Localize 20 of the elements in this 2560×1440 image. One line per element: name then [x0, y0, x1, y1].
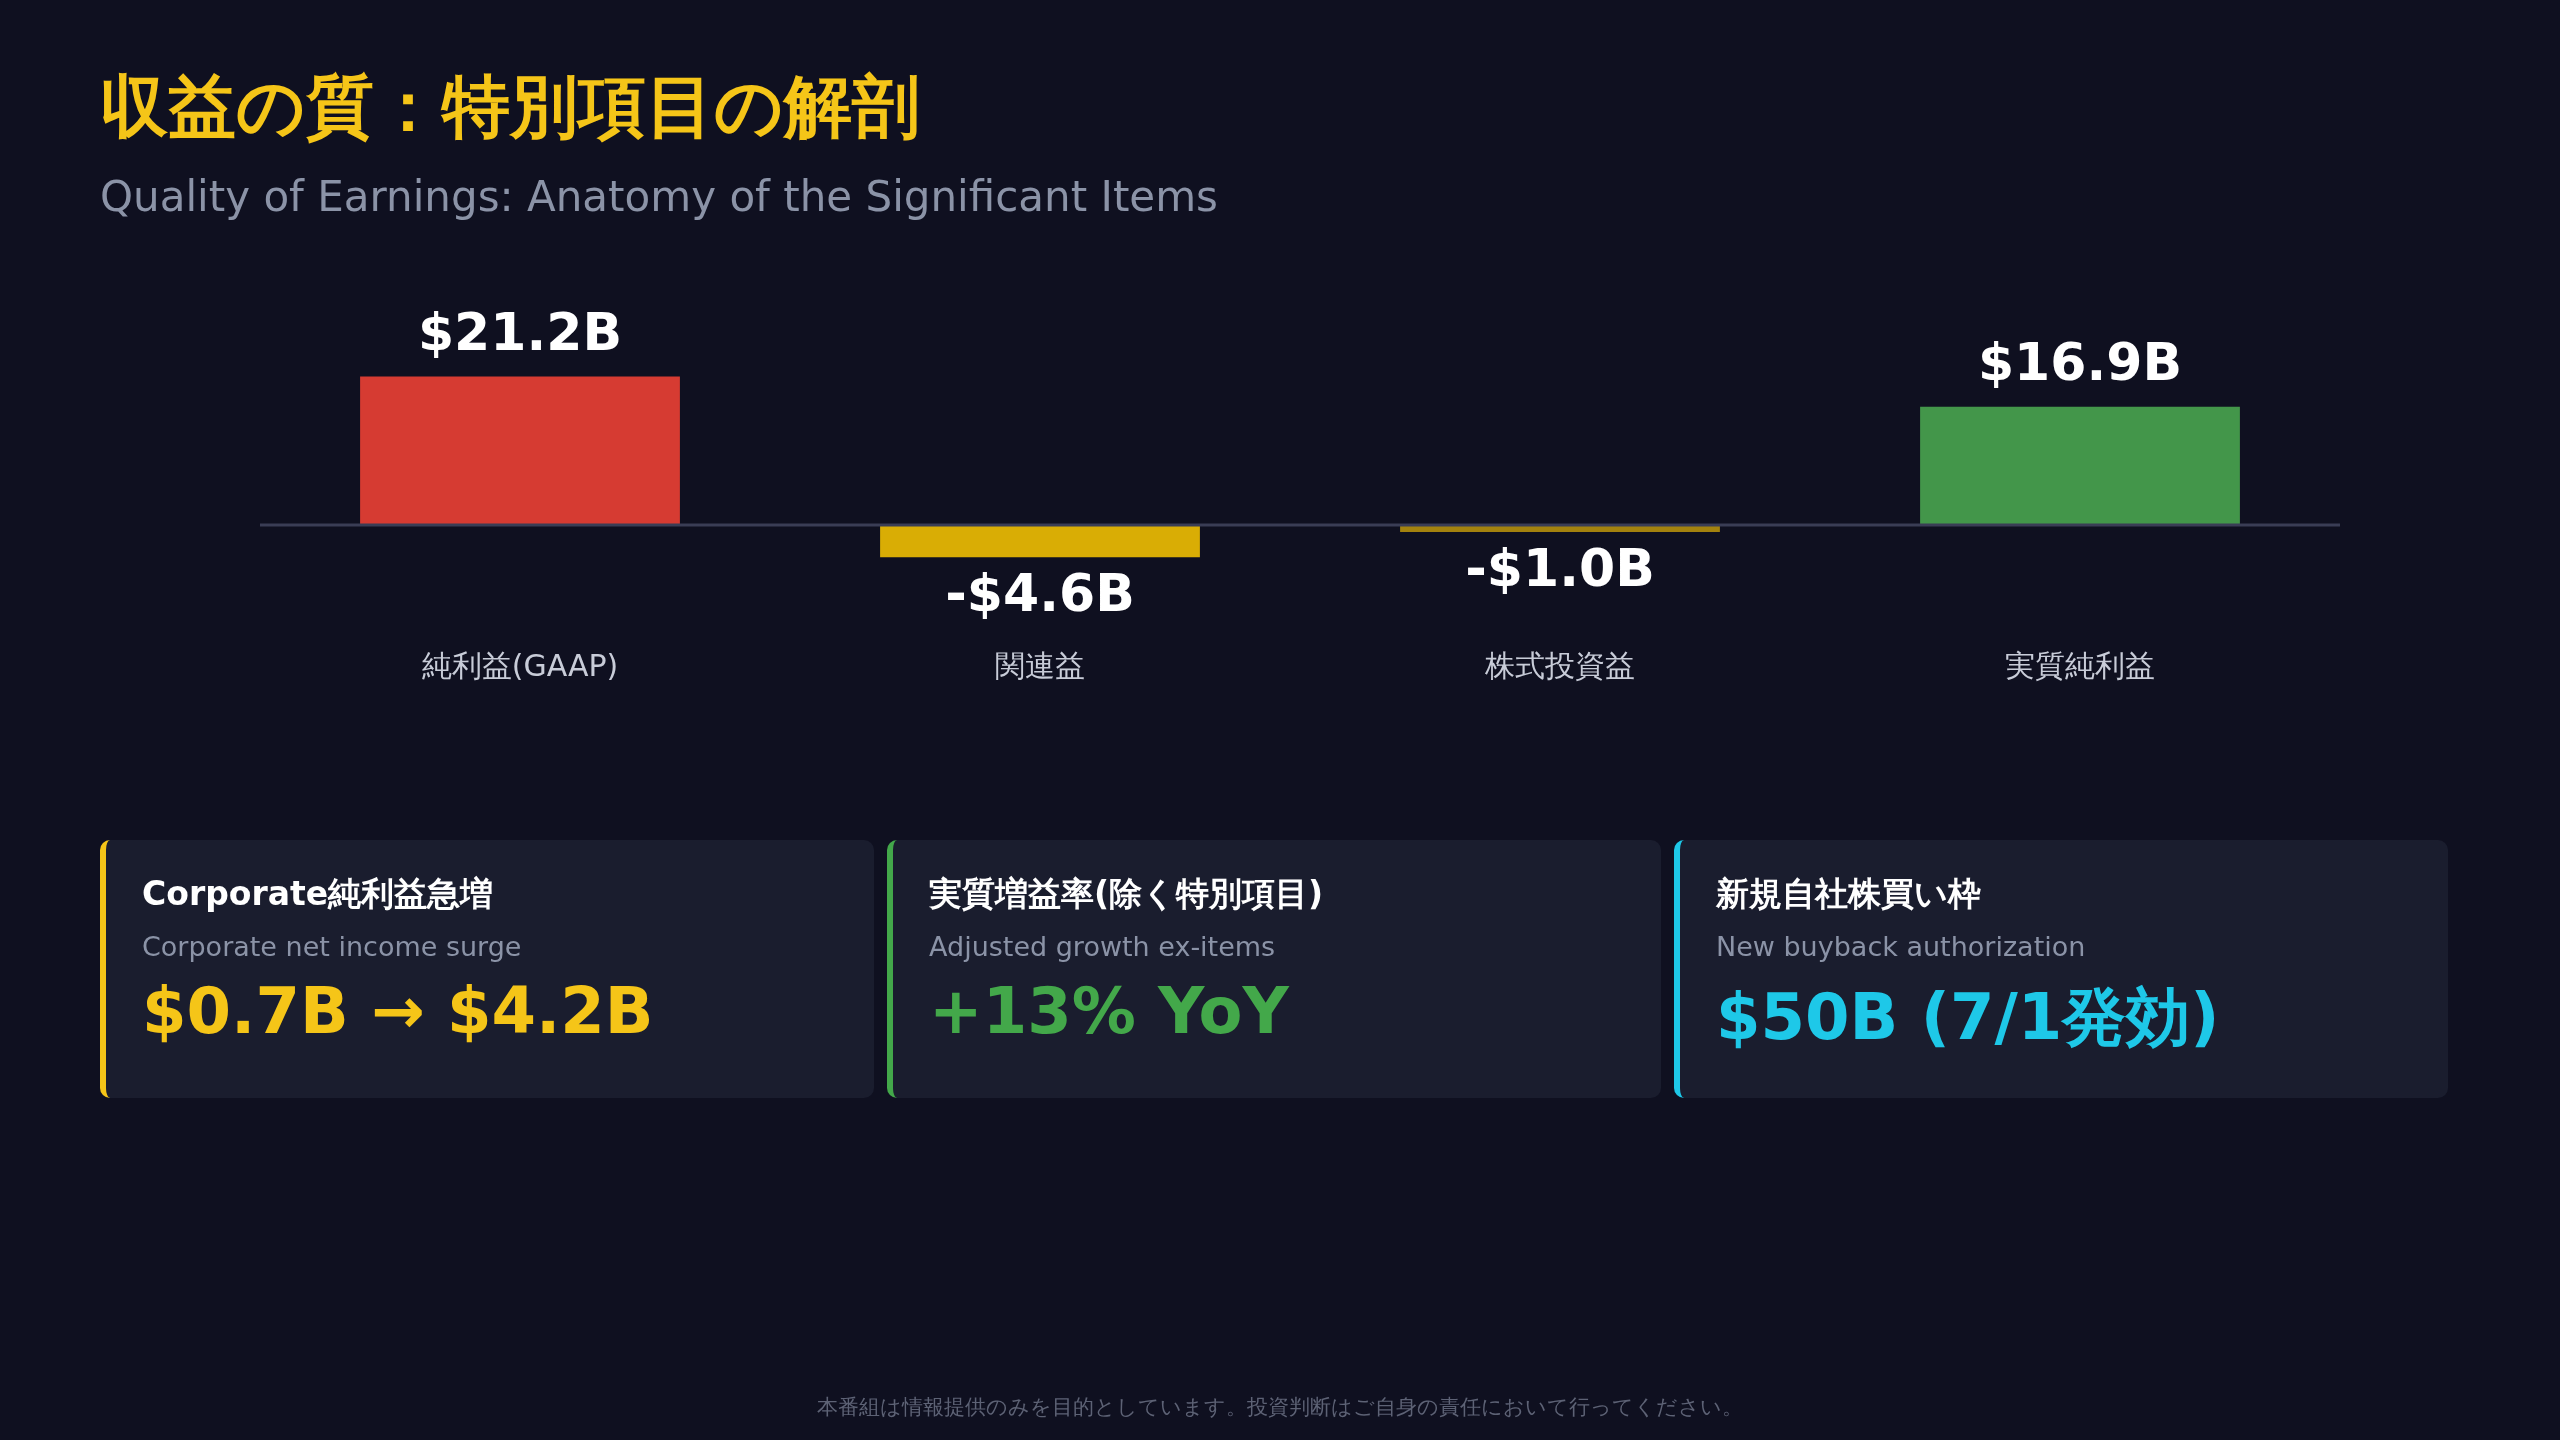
data-label: -$1.0B	[1465, 537, 1655, 598]
text: Adjusted growth ex-items	[929, 931, 1277, 962]
data-label: $21.2B	[417, 302, 623, 363]
x-tick-label: 純利益(GAAP)	[421, 647, 619, 683]
text: 本番組は情報提供のみを目的としています。投資判断はご自身の責任において行ってください。	[816, 1394, 1744, 1421]
chart-subtitle: Quality of Earnings: Anatomy of the Significant Items	[100, 172, 1218, 221]
text: $50B (7/1発効)	[1716, 979, 2221, 1056]
x-tick-label: 関連益	[995, 647, 1085, 683]
x-tick-label: 株式投資益	[1484, 647, 1635, 683]
text: Corporate純利益急増	[142, 873, 495, 915]
text: 実質増益率(除く特別項目)	[929, 873, 1325, 915]
text: +13% YoY	[929, 974, 1291, 1048]
chart-title: 収益の質：特別項目の解剖	[100, 66, 920, 148]
text: New buyback authorization	[1716, 931, 2087, 962]
text: $0.7B → $4.2B	[142, 974, 655, 1048]
text: Corporate net income surge	[142, 931, 523, 962]
data-label: $16.9B	[1977, 332, 2183, 393]
data-label: -$4.6B	[945, 562, 1135, 623]
text: 新規自社株買い枠	[1716, 873, 1982, 915]
x-tick-label: 実質純利益	[2005, 647, 2155, 683]
